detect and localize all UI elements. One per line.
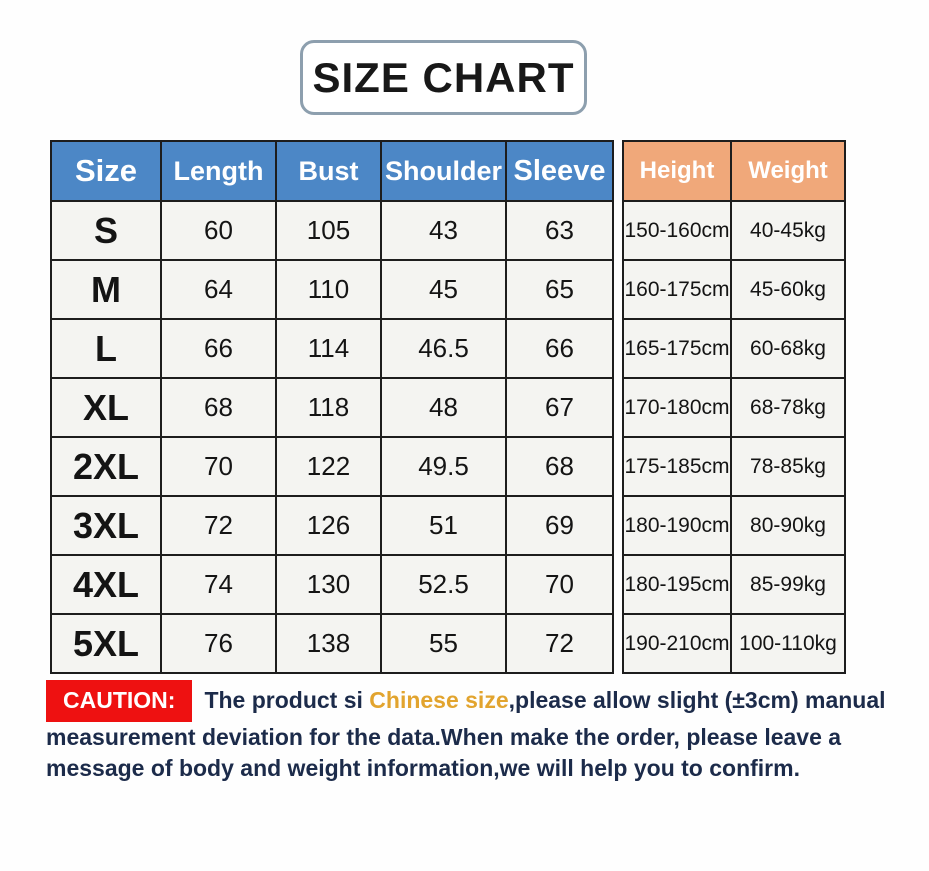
- height-weight-row-xl: 170-180cm 68-78kg: [622, 377, 846, 438]
- shoulder-cell: 45: [380, 259, 507, 320]
- length-cell: 70: [160, 436, 277, 497]
- size-cell: 5XL: [50, 613, 162, 674]
- bust-cell: 138: [275, 613, 382, 674]
- weight-cell: 40-45kg: [730, 200, 846, 261]
- column-header-height: Height: [622, 140, 732, 202]
- shoulder-cell: 49.5: [380, 436, 507, 497]
- length-cell: 76: [160, 613, 277, 674]
- sleeve-cell: 69: [505, 495, 614, 556]
- weight-cell: 68-78kg: [730, 377, 846, 438]
- measurements-table-body: S 60 105 43 63 M 64 110 45 65 L 66 114 46.5 66 XL 68 118 4…: [50, 200, 614, 674]
- shoulder-cell: 55: [380, 613, 507, 674]
- height-weight-header-row: Height Weight: [622, 140, 846, 202]
- column-header-length: Length: [160, 140, 277, 202]
- shoulder-cell: 51: [380, 495, 507, 556]
- weight-cell: 85-99kg: [730, 554, 846, 615]
- height-weight-row-2xl: 175-185cm 78-85kg: [622, 436, 846, 497]
- height-weight-table: Height Weight 150-160cm 40-45kg 160-175cm 4…: [622, 140, 846, 674]
- bust-cell: 122: [275, 436, 382, 497]
- sleeve-cell: 70: [505, 554, 614, 615]
- height-cell: 190-210cm: [622, 613, 732, 674]
- size-cell: 2XL: [50, 436, 162, 497]
- size-row-s: S 60 105 43 63: [50, 200, 614, 261]
- caution-highlight-chinese-size: Chinese size: [369, 687, 509, 713]
- size-cell: L: [50, 318, 162, 379]
- size-row-4xl: 4XL 74 130 52.5 70: [50, 554, 614, 615]
- size-chart-title-box: SIZE CHART: [300, 40, 587, 115]
- weight-cell: 80-90kg: [730, 495, 846, 556]
- sleeve-cell: 67: [505, 377, 614, 438]
- size-row-m: M 64 110 45 65: [50, 259, 614, 320]
- weight-cell: 100-110kg: [730, 613, 846, 674]
- height-cell: 160-175cm: [622, 259, 732, 320]
- caution-note: CAUTION: The product si Chinese size,plea…: [46, 680, 924, 784]
- page-title: SIZE CHART: [312, 53, 575, 101]
- size-cell: 4XL: [50, 554, 162, 615]
- height-cell: 170-180cm: [622, 377, 732, 438]
- weight-cell: 60-68kg: [730, 318, 846, 379]
- column-header-shoulder: Shoulder: [380, 140, 507, 202]
- bust-cell: 105: [275, 200, 382, 261]
- sleeve-cell: 72: [505, 613, 614, 674]
- height-weight-row-3xl: 180-190cm 80-90kg: [622, 495, 846, 556]
- size-row-5xl: 5XL 76 138 55 72: [50, 613, 614, 674]
- column-header-bust: Bust: [275, 140, 382, 202]
- sleeve-cell: 63: [505, 200, 614, 261]
- bust-cell: 130: [275, 554, 382, 615]
- shoulder-cell: 46.5: [380, 318, 507, 379]
- length-cell: 72: [160, 495, 277, 556]
- column-header-size: Size: [50, 140, 162, 202]
- height-weight-row-m: 160-175cm 45-60kg: [622, 259, 846, 320]
- height-cell: 150-160cm: [622, 200, 732, 261]
- bust-cell: 118: [275, 377, 382, 438]
- height-cell: 180-195cm: [622, 554, 732, 615]
- column-header-sleeve: Sleeve: [505, 140, 614, 202]
- weight-cell: 45-60kg: [730, 259, 846, 320]
- shoulder-cell: 43: [380, 200, 507, 261]
- size-cell: XL: [50, 377, 162, 438]
- size-cell: S: [50, 200, 162, 261]
- length-cell: 68: [160, 377, 277, 438]
- size-row-xl: XL 68 118 48 67: [50, 377, 614, 438]
- size-cell: 3XL: [50, 495, 162, 556]
- bust-cell: 110: [275, 259, 382, 320]
- height-weight-row-4xl: 180-195cm 85-99kg: [622, 554, 846, 615]
- weight-cell: 78-85kg: [730, 436, 846, 497]
- height-weight-table-body: 150-160cm 40-45kg 160-175cm 45-60kg 165-175c…: [622, 200, 846, 674]
- sleeve-cell: 68: [505, 436, 614, 497]
- length-cell: 66: [160, 318, 277, 379]
- height-weight-row-5xl: 190-210cm 100-110kg: [622, 613, 846, 674]
- shoulder-cell: 52.5: [380, 554, 507, 615]
- size-cell: M: [50, 259, 162, 320]
- height-cell: 180-190cm: [622, 495, 732, 556]
- bust-cell: 126: [275, 495, 382, 556]
- measurements-table: Size Length Bust Shoulder Sleeve S 60 105 4…: [50, 140, 614, 674]
- size-row-2xl: 2XL 70 122 49.5 68: [50, 436, 614, 497]
- height-weight-row-l: 165-175cm 60-68kg: [622, 318, 846, 379]
- size-row-3xl: 3XL 72 126 51 69: [50, 495, 614, 556]
- bust-cell: 114: [275, 318, 382, 379]
- sleeve-cell: 65: [505, 259, 614, 320]
- measurements-header-row: Size Length Bust Shoulder Sleeve: [50, 140, 614, 202]
- caution-text-before: The product si: [204, 687, 370, 713]
- shoulder-cell: 48: [380, 377, 507, 438]
- caution-label: CAUTION:: [46, 680, 193, 722]
- length-cell: 64: [160, 259, 277, 320]
- height-cell: 165-175cm: [622, 318, 732, 379]
- size-table-group: Size Length Bust Shoulder Sleeve S 60 105 4…: [50, 140, 846, 674]
- column-header-weight: Weight: [730, 140, 846, 202]
- caution-text-after: ,please allow slight (±3cm) manual measu…: [46, 687, 886, 781]
- length-cell: 74: [160, 554, 277, 615]
- height-weight-row-s: 150-160cm 40-45kg: [622, 200, 846, 261]
- size-row-l: L 66 114 46.5 66: [50, 318, 614, 379]
- length-cell: 60: [160, 200, 277, 261]
- sleeve-cell: 66: [505, 318, 614, 379]
- height-cell: 175-185cm: [622, 436, 732, 497]
